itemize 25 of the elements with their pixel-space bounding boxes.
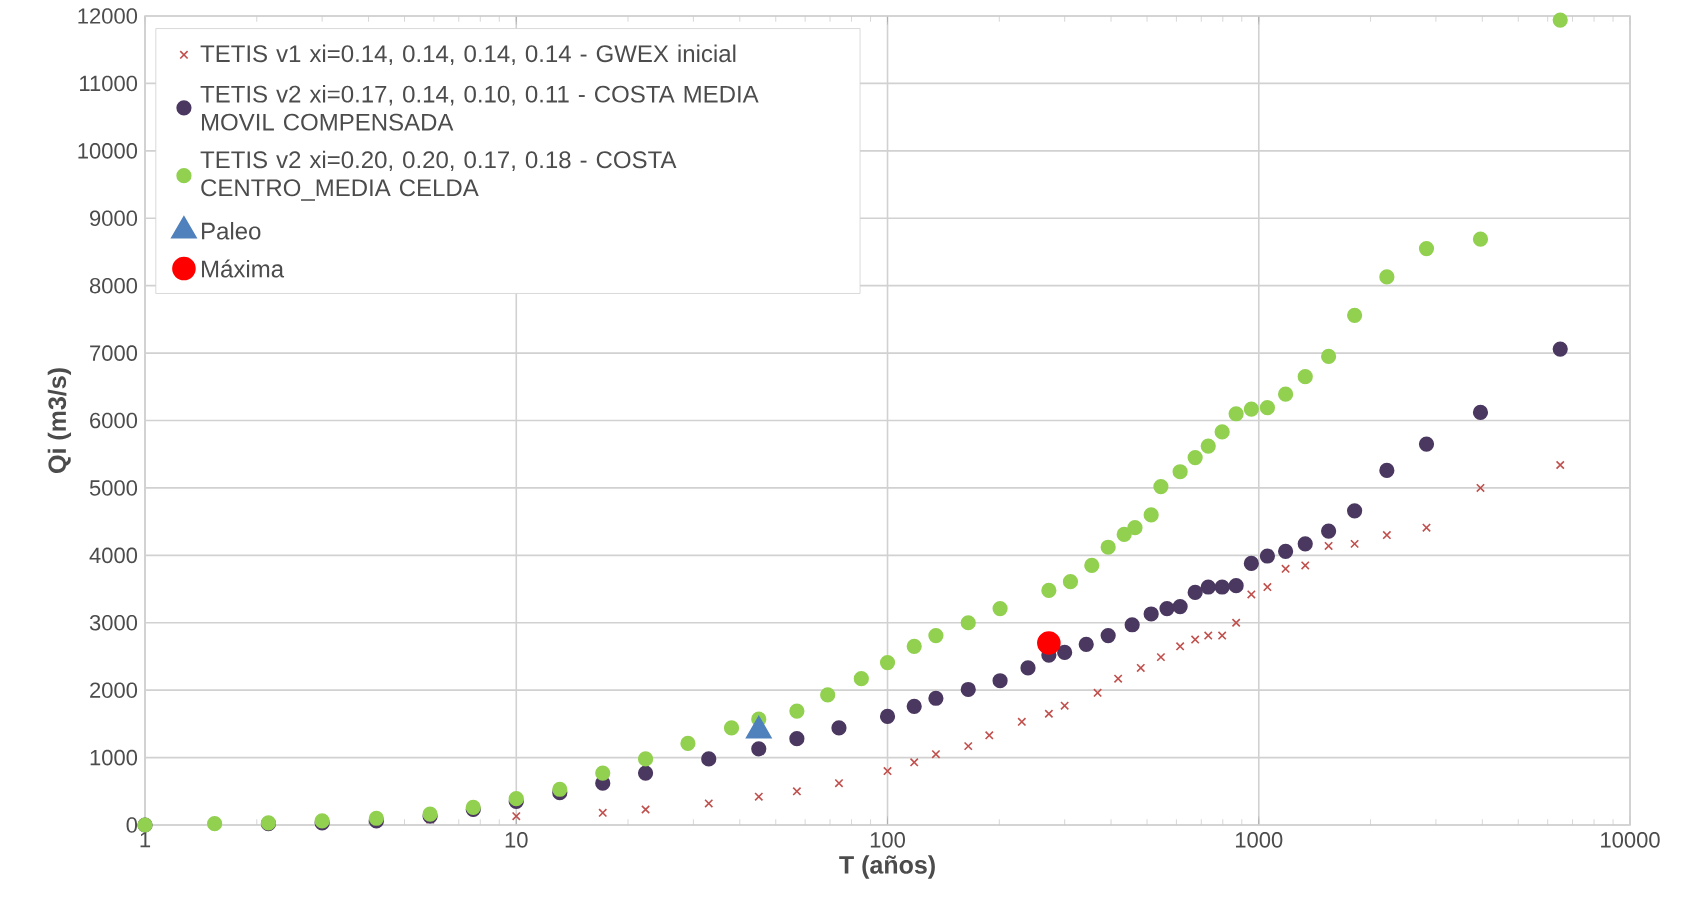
x-tick-label: 1 [140,832,151,848]
y-tick-label: 12000 [78,8,138,24]
x-tick-label: 1000 [1235,832,1283,848]
x-tick-label: 10 [505,832,528,848]
x-axis-title: T (años) [839,855,935,879]
y-tick-label: 2000 [90,682,138,698]
legend-label: TETIS v2 xi=0.17, 0.14, 0.10, 0.11 - COSTA MEDIA MOVIL COMPENSADA [200,85,759,131]
x-tick-label: 10000 [1601,832,1660,848]
legend-label: TETIS v1 xi=0.14, 0.14, 0.14, 0.14 - GWEX inicial [200,44,736,65]
legend-label: Paleo [202,221,261,240]
legend-label: Máxima [202,259,285,278]
y-tick-label: 3000 [89,614,138,631]
y-axis-title: Qi (m3/s) [47,368,72,473]
y-tick-label: 7000 [90,345,138,361]
y-tick-label: 1000 [90,749,138,766]
y-tick-label: 11000 [80,75,138,92]
y-tick-label: 6000 [90,412,138,429]
y-tick-label: 9000 [90,210,138,227]
y-tick-label: 0 [126,817,138,833]
y-tick-label: 10000 [78,143,138,159]
y-tick-label: 8000 [89,277,138,294]
y-tick-label: 5000 [89,480,138,496]
legend-label: TETIS v2 xi=0.20, 0.20, 0.17, 0.18 - COSTA CENTRO_MEDIA CELDA [200,150,677,201]
y-tick-label: 4000 [89,547,138,564]
x-tick-label: 100 [870,832,905,848]
